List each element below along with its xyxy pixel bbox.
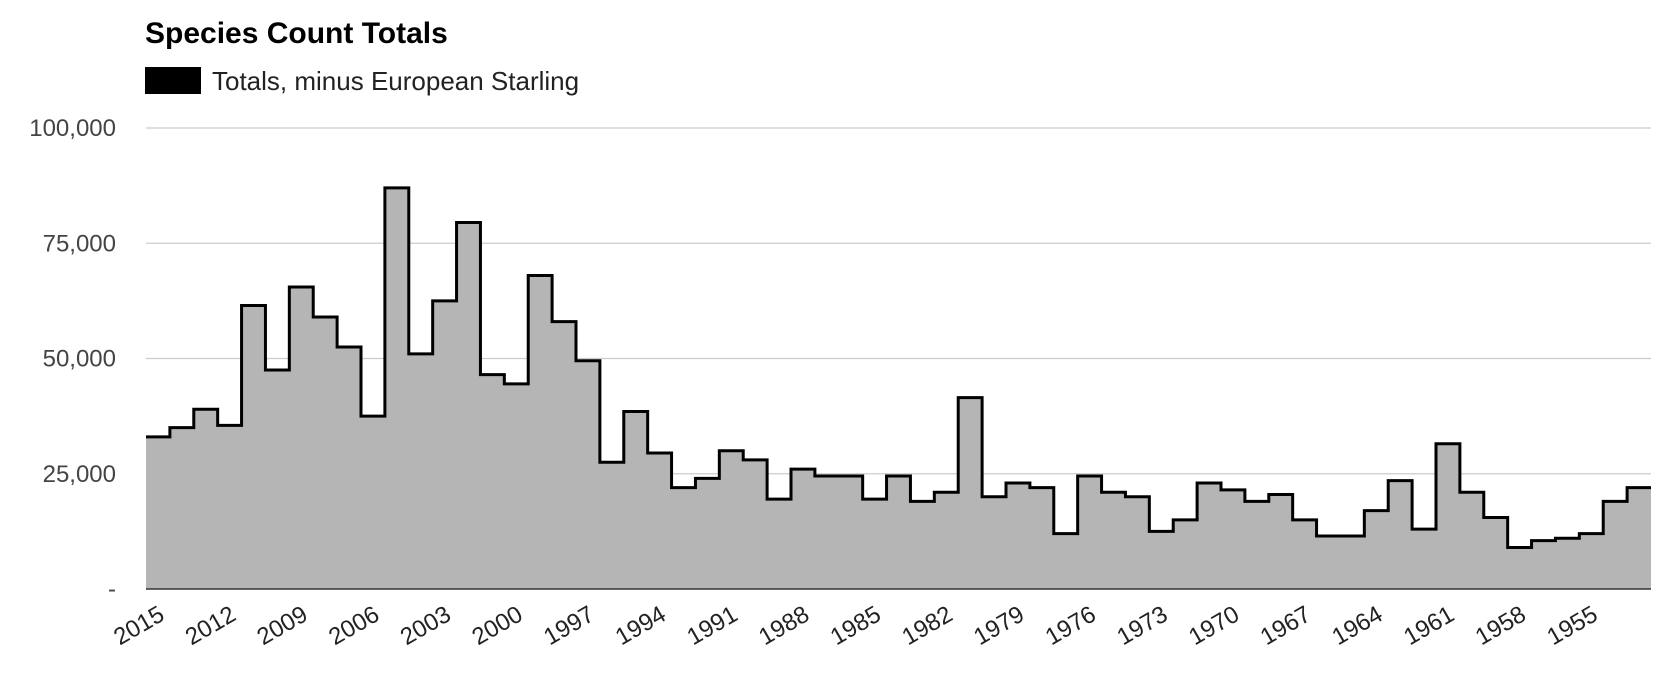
x-tick-label: 2000: [468, 601, 528, 651]
y-tick-label: -: [108, 576, 116, 603]
x-tick-label: 2006: [324, 601, 384, 651]
x-tick-label: 1997: [539, 601, 599, 651]
x-tick-label: 1955: [1543, 601, 1603, 651]
x-tick-label: 1979: [969, 601, 1029, 651]
x-tick-label: 1994: [611, 601, 671, 651]
y-tick-label: 25,000: [43, 461, 116, 488]
series-line: [146, 186, 1651, 550]
y-tick-label: 50,000: [43, 346, 116, 373]
x-tick-label: 1967: [1256, 601, 1316, 651]
x-tick-label: 2009: [253, 601, 313, 651]
x-tick-label: 2015: [109, 601, 169, 651]
x-tick-label: 1985: [826, 601, 886, 651]
y-tick-label: 75,000: [43, 230, 116, 257]
x-tick-label: 2003: [396, 601, 456, 651]
legend-label: Totals, minus European Starling: [212, 66, 579, 96]
series-area: [146, 187, 1651, 589]
x-tick-label: 1964: [1328, 601, 1388, 651]
x-tick-label: 2012: [181, 601, 241, 651]
x-tick-label: 1973: [1113, 601, 1173, 651]
y-tick-label: 100,000: [29, 115, 116, 142]
x-tick-label: 1970: [1184, 601, 1244, 651]
x-axis-ticks: 2015 2012 2009 2006 2003 2000 1997 1994 1991 1988…: [109, 601, 1602, 651]
y-axis-ticks: - 25,000 50,000 75,000 100,000: [29, 115, 116, 603]
x-tick-label: 1991: [683, 601, 743, 651]
x-tick-label: 1958: [1471, 601, 1531, 651]
chart-title: Species Count Totals: [145, 17, 448, 50]
legend: Totals, minus European Starling: [145, 66, 579, 96]
legend-swatch: [145, 67, 201, 94]
x-tick-label: 1976: [1041, 601, 1101, 651]
x-tick-label: 1961: [1399, 601, 1459, 651]
x-tick-label: 1982: [898, 601, 958, 651]
data-series: [146, 186, 1651, 589]
x-tick-label: 1988: [754, 601, 814, 651]
